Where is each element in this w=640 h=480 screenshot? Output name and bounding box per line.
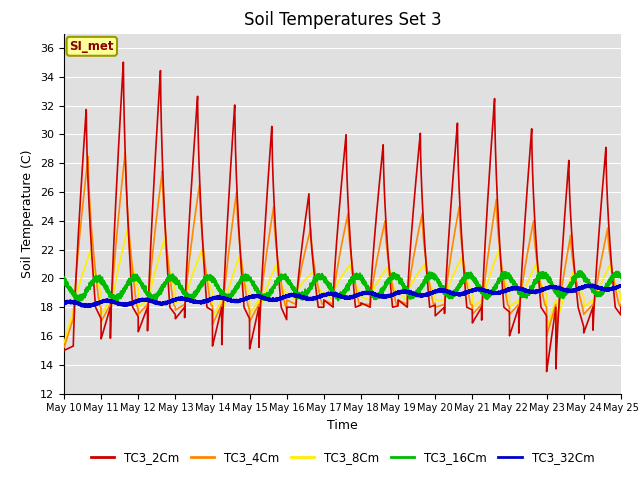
TC3_4Cm — [250, 312, 257, 318]
TC3_16Cm — [467, 274, 475, 279]
TC3_2Cm — [483, 213, 491, 218]
Line: TC3_16Cm: TC3_16Cm — [64, 271, 621, 302]
TC3_2Cm — [120, 59, 127, 65]
TC3_16Cm — [483, 296, 491, 301]
TC3_4Cm — [617, 301, 625, 307]
TC3_4Cm — [594, 278, 602, 284]
TC3_16Cm — [617, 275, 625, 281]
TC3_32Cm — [467, 288, 475, 294]
TC3_8Cm — [594, 290, 602, 296]
TC3_32Cm — [250, 294, 257, 300]
TC3_4Cm — [60, 345, 68, 350]
X-axis label: Time: Time — [327, 419, 358, 432]
TC3_32Cm — [588, 282, 596, 288]
TC3_2Cm — [250, 330, 257, 336]
Line: TC3_4Cm: TC3_4Cm — [64, 152, 621, 348]
TC3_8Cm — [483, 283, 491, 288]
TC3_8Cm — [324, 293, 332, 299]
Line: TC3_32Cm: TC3_32Cm — [64, 285, 621, 306]
TC3_8Cm — [467, 288, 475, 293]
TC3_32Cm — [84, 303, 92, 309]
TC3_2Cm — [543, 369, 550, 374]
TC3_16Cm — [60, 275, 68, 281]
TC3_2Cm — [617, 304, 625, 310]
TC3_4Cm — [467, 302, 475, 308]
TC3_4Cm — [324, 299, 332, 305]
TC3_8Cm — [124, 225, 132, 231]
TC3_16Cm — [594, 292, 602, 298]
Line: TC3_2Cm: TC3_2Cm — [64, 62, 621, 372]
TC3_8Cm — [587, 299, 595, 305]
TC3_32Cm — [60, 300, 68, 306]
TC3_4Cm — [483, 262, 491, 268]
Text: SI_met: SI_met — [70, 40, 114, 53]
TC3_32Cm — [324, 292, 332, 298]
TC3_32Cm — [587, 284, 595, 290]
TC3_32Cm — [617, 283, 625, 288]
TC3_16Cm — [113, 299, 121, 305]
TC3_8Cm — [60, 340, 68, 346]
TC3_32Cm — [594, 285, 602, 291]
TC3_16Cm — [576, 268, 584, 274]
Legend: TC3_2Cm, TC3_4Cm, TC3_8Cm, TC3_16Cm, TC3_32Cm: TC3_2Cm, TC3_4Cm, TC3_8Cm, TC3_16Cm, TC3… — [86, 446, 599, 469]
TC3_8Cm — [250, 306, 257, 312]
TC3_4Cm — [587, 304, 595, 310]
TC3_2Cm — [60, 348, 68, 353]
TC3_8Cm — [617, 297, 625, 303]
TC3_2Cm — [587, 311, 595, 317]
Y-axis label: Soil Temperature (C): Soil Temperature (C) — [22, 149, 35, 278]
TC3_16Cm — [324, 279, 332, 285]
Title: Soil Temperatures Set 3: Soil Temperatures Set 3 — [244, 11, 441, 29]
TC3_2Cm — [594, 250, 602, 256]
TC3_16Cm — [587, 284, 595, 289]
TC3_32Cm — [483, 288, 491, 294]
TC3_2Cm — [467, 306, 475, 312]
TC3_2Cm — [324, 300, 332, 306]
TC3_4Cm — [122, 149, 129, 155]
Line: TC3_8Cm: TC3_8Cm — [64, 228, 621, 343]
TC3_16Cm — [250, 282, 257, 288]
